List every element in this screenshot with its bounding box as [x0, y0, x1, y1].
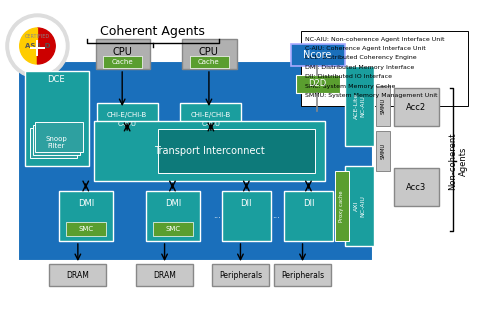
Text: SMC: System Memory Cache: SMC: System Memory Cache [304, 84, 395, 89]
Text: SMMU: SMMU [381, 98, 386, 114]
Text: D2D: D2D [308, 80, 326, 89]
Text: Snoop
Filter: Snoop Filter [45, 136, 67, 150]
FancyBboxPatch shape [394, 168, 439, 206]
Text: CPU: CPU [112, 47, 132, 57]
Text: Peripherals: Peripherals [281, 271, 324, 280]
FancyBboxPatch shape [33, 125, 80, 155]
Text: C-AIU: C-AIU [118, 121, 137, 127]
FancyBboxPatch shape [291, 44, 345, 66]
Text: DRAM: DRAM [153, 271, 176, 280]
FancyBboxPatch shape [36, 40, 38, 56]
FancyBboxPatch shape [30, 47, 45, 49]
FancyBboxPatch shape [66, 222, 107, 236]
FancyBboxPatch shape [182, 39, 237, 69]
FancyBboxPatch shape [153, 222, 193, 236]
FancyBboxPatch shape [376, 131, 390, 171]
Wedge shape [20, 28, 37, 46]
Text: NC-AIU: Non-coherence Agent Interface Unit: NC-AIU: Non-coherence Agent Interface Un… [304, 37, 444, 41]
FancyBboxPatch shape [96, 39, 150, 69]
Circle shape [6, 14, 69, 78]
FancyBboxPatch shape [284, 191, 333, 241]
Text: Transport Interconnect: Transport Interconnect [154, 146, 264, 156]
Wedge shape [37, 46, 55, 64]
Text: CHI-E/CHI-B: CHI-E/CHI-B [107, 112, 147, 118]
Text: Non-coherent
Agents: Non-coherent Agents [448, 132, 468, 190]
Text: Cache: Cache [198, 59, 220, 65]
FancyBboxPatch shape [49, 264, 107, 286]
FancyBboxPatch shape [59, 191, 113, 241]
Text: Cache: Cache [111, 59, 133, 65]
FancyBboxPatch shape [94, 121, 325, 181]
Text: SMMU: System Memory Management Unit: SMMU: System Memory Management Unit [304, 93, 437, 99]
Text: SMC: SMC [79, 226, 94, 232]
FancyBboxPatch shape [376, 86, 390, 126]
Text: CERTIFIED: CERTIFIED [25, 34, 50, 39]
Text: DMI: DMI [165, 198, 181, 207]
Wedge shape [20, 46, 37, 64]
FancyBboxPatch shape [36, 122, 83, 152]
Text: DCE: Distributed Coherency Engine: DCE: Distributed Coherency Engine [304, 56, 416, 60]
FancyBboxPatch shape [157, 129, 315, 173]
Text: SMC: SMC [166, 226, 180, 232]
Text: Proxy cache: Proxy cache [339, 190, 345, 222]
FancyBboxPatch shape [190, 56, 228, 68]
Text: Peripherals: Peripherals [219, 271, 262, 280]
Text: ...: ... [213, 212, 221, 221]
Text: DRAM: DRAM [66, 271, 89, 280]
Text: DMI: DMI [78, 198, 95, 207]
Text: DII: DII [303, 198, 314, 207]
FancyBboxPatch shape [296, 75, 340, 93]
Wedge shape [37, 28, 55, 46]
FancyBboxPatch shape [30, 128, 77, 158]
FancyBboxPatch shape [335, 171, 349, 241]
FancyBboxPatch shape [274, 264, 331, 286]
Text: DII: Distributed IO Interface: DII: Distributed IO Interface [304, 74, 392, 80]
Text: DCE: DCE [48, 74, 65, 83]
FancyBboxPatch shape [180, 103, 241, 133]
FancyBboxPatch shape [146, 191, 200, 241]
Text: ASIL D: ASIL D [24, 43, 50, 49]
FancyBboxPatch shape [96, 103, 157, 133]
FancyBboxPatch shape [24, 71, 89, 166]
FancyBboxPatch shape [345, 166, 374, 246]
Text: CHI-E/CHI-B: CHI-E/CHI-B [191, 112, 231, 118]
Text: C-AIU: C-AIU [202, 121, 220, 127]
Text: ...: ... [166, 114, 177, 124]
Text: Acc2: Acc2 [406, 102, 426, 111]
FancyBboxPatch shape [300, 31, 468, 106]
FancyBboxPatch shape [136, 264, 193, 286]
Text: CPU: CPU [199, 47, 219, 57]
Text: DMI: Distributed Memory Interface: DMI: Distributed Memory Interface [304, 65, 414, 70]
FancyBboxPatch shape [394, 88, 439, 126]
Text: Coherent Agents: Coherent Agents [100, 24, 205, 38]
FancyBboxPatch shape [222, 191, 271, 241]
Text: Acc3: Acc3 [406, 183, 426, 192]
Text: AXI
NC-AIU: AXI NC-AIU [354, 195, 365, 217]
Text: DII: DII [240, 198, 252, 207]
Text: Ncore: Ncore [303, 50, 332, 60]
FancyBboxPatch shape [18, 61, 372, 261]
Text: C-AIU: Coherence Agent Interface Unit: C-AIU: Coherence Agent Interface Unit [304, 46, 425, 51]
FancyBboxPatch shape [345, 66, 374, 146]
FancyBboxPatch shape [104, 56, 142, 68]
Text: SMMU: SMMU [381, 143, 386, 159]
FancyBboxPatch shape [212, 264, 269, 286]
Text: ACE-Lite
NC-AIU: ACE-Lite NC-AIU [354, 93, 365, 119]
Text: ...: ... [272, 212, 280, 221]
Circle shape [10, 18, 65, 74]
